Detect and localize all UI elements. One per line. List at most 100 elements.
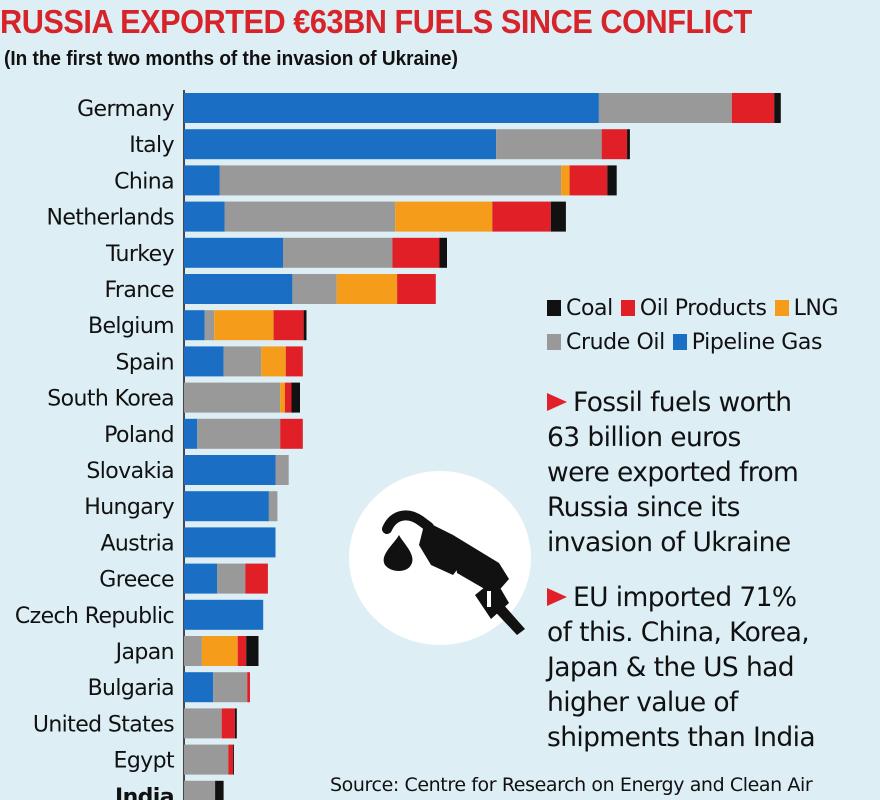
bar-segment-pipeline-gas — [184, 491, 269, 522]
bar-segment-coal — [550, 201, 566, 232]
legend-label: Pipeline Gas — [691, 330, 823, 355]
category-label: Czech Republic — [15, 604, 174, 629]
bar-segment-crude-oil — [213, 672, 248, 703]
category-label: India — [115, 785, 174, 800]
category-label: France — [104, 278, 174, 303]
bar-segment-crude-oil — [268, 491, 278, 522]
chart-legend: Coal Oil Products LNG Crude Oil Pipeline Ga… — [547, 292, 877, 360]
legend-item-pipeline-gas: Pipeline Gas — [672, 326, 823, 360]
bar-segment-oil-products — [280, 418, 303, 449]
category-label: China — [114, 169, 174, 194]
fuel-pump-icon — [382, 510, 525, 635]
bar-segment-crude-oil — [223, 346, 262, 377]
note-eu-imports: EU imported 71% of this. China, Korea, J… — [547, 580, 877, 755]
legend-label: Crude Oil — [566, 330, 665, 355]
bars-group — [184, 93, 781, 800]
category-label: Greece — [99, 568, 174, 593]
bar-segment-coal — [439, 237, 447, 268]
bar-segment-lng — [336, 274, 397, 304]
category-label: Germany — [77, 97, 174, 122]
bar-segment-pipeline-gas — [184, 201, 225, 232]
bar-segment-oil-products — [228, 744, 233, 775]
legend-label: Coal — [566, 296, 613, 321]
bar-segment-oil-products — [492, 201, 551, 232]
bar-segment-crude-oil — [184, 636, 202, 666]
legend-label: LNG — [793, 296, 839, 321]
legend-label: Oil Products — [639, 296, 767, 321]
red-arrow-icon — [547, 393, 567, 411]
category-label: Belgium — [88, 314, 174, 339]
legend-swatch — [672, 334, 687, 350]
bar-segment-oil-products — [221, 708, 235, 739]
bar-segment-crude-oil — [292, 274, 337, 304]
bar-segment-coal — [627, 129, 630, 160]
bar-segment-crude-oil — [219, 165, 562, 196]
bar-segment-lng — [561, 165, 570, 196]
bar-segment-oil-products — [247, 672, 250, 703]
bar-segment-pipeline-gas — [184, 563, 217, 594]
bar-segment-pipeline-gas — [184, 237, 283, 268]
legend-item-lng: LNG — [774, 292, 839, 326]
bar-segment-pipeline-gas — [184, 455, 276, 485]
bar-segment-coal — [215, 780, 224, 800]
bar-segment-lng — [201, 636, 238, 666]
chart-subtitle: (In the first two months of the invasion… — [4, 48, 458, 70]
legend-row: Crude Oil Pipeline Gas — [547, 326, 877, 360]
bar-segment-pipeline-gas — [184, 599, 264, 630]
legend-item-coal: Coal — [547, 292, 613, 326]
bar-segment-pipeline-gas — [184, 310, 205, 341]
note-fossil-fuels: Fossil fuels worth 63 billion euros were… — [547, 385, 877, 560]
bar-segment-oil-products — [273, 310, 304, 341]
note-text: Fossil fuels worth 63 billion euros were… — [547, 387, 799, 558]
bar-segment-lng — [280, 382, 285, 413]
bar-segment-oil-products — [245, 563, 268, 594]
note-text: EU imported 71% of this. China, Korea, J… — [547, 582, 816, 753]
bar-segment-crude-oil — [224, 201, 396, 232]
bar-segment-crude-oil — [184, 708, 222, 739]
bar-segment-pipeline-gas — [184, 274, 293, 304]
bar-segment-oil-products — [285, 346, 303, 377]
category-label: United States — [33, 712, 174, 737]
bar-segment-crude-oil — [197, 418, 281, 449]
bar-segment-oil-products — [397, 274, 436, 304]
bar-segment-crude-oil — [598, 93, 732, 123]
legend-swatch — [620, 300, 635, 316]
category-label: Japan — [114, 640, 174, 665]
category-label: Italy — [129, 133, 174, 158]
bar-segment-oil-products — [731, 93, 775, 123]
bar-segment-oil-products — [601, 129, 628, 160]
bar-segment-lng — [395, 201, 493, 232]
bar-segment-oil-products — [284, 382, 292, 413]
bar-segment-coal — [233, 744, 234, 775]
category-label: Netherlands — [46, 206, 174, 231]
bar-segment-oil-products — [392, 237, 440, 268]
legend-item-crude-oil: Crude Oil — [547, 326, 665, 360]
bar-segment-crude-oil — [184, 744, 229, 775]
bar-segment-coal — [774, 93, 781, 123]
bar-segment-pipeline-gas — [184, 93, 599, 123]
fuel-pump-badge — [349, 471, 531, 645]
bar-segment-crude-oil — [283, 237, 393, 268]
bar-segment-coal — [291, 382, 300, 413]
bar-segment-crude-oil — [275, 455, 289, 485]
bar-segment-oil-products — [237, 636, 247, 666]
legend-swatch — [547, 334, 561, 350]
legend-swatch — [547, 300, 561, 316]
red-arrow-icon — [547, 588, 567, 606]
bar-segment-coal — [234, 708, 237, 739]
bar-segment-pipeline-gas — [184, 672, 214, 703]
bar-segment-coal — [303, 310, 307, 341]
bar-segment-crude-oil — [184, 382, 281, 413]
chart-title: RUSSIA EXPORTED €63BN FUELS SINCE CONFLI… — [0, 3, 752, 40]
bar-segment-crude-oil — [204, 310, 215, 341]
category-label: Austria — [100, 531, 174, 556]
bar-segment-coal — [246, 636, 259, 666]
category-label: Bulgaria — [88, 676, 174, 701]
bar-segment-coal — [607, 165, 617, 196]
bar-segment-lng — [261, 346, 286, 377]
category-label: Slovakia — [86, 459, 174, 484]
category-labels-group: Germany Italy China Netherlands Turkey France… — [15, 97, 176, 800]
category-label: Spain — [116, 350, 174, 375]
legend-swatch — [774, 300, 789, 316]
